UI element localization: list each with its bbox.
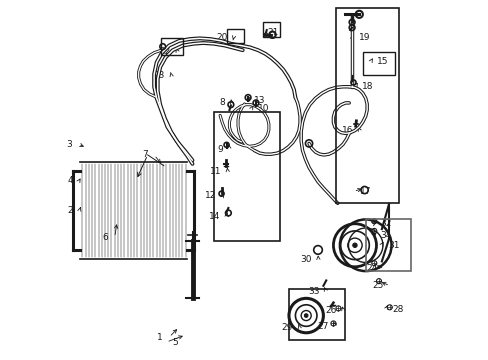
Text: 2: 2: [67, 206, 73, 215]
Text: 30: 30: [300, 255, 311, 264]
Bar: [161, 38, 183, 55]
Text: 1: 1: [157, 333, 163, 342]
Text: 5: 5: [172, 338, 178, 347]
Text: 26: 26: [325, 306, 336, 315]
Text: 21: 21: [267, 28, 279, 37]
Text: 7: 7: [142, 150, 147, 159]
Text: 4: 4: [67, 176, 73, 185]
Text: 24: 24: [366, 265, 377, 274]
Bar: [289, 289, 344, 339]
Text: 32: 32: [379, 219, 390, 228]
Text: 23: 23: [153, 71, 164, 80]
Text: 16: 16: [341, 126, 352, 135]
Text: 20: 20: [216, 33, 227, 42]
Bar: [214, 112, 280, 241]
Text: 31: 31: [387, 241, 399, 250]
Text: 29: 29: [281, 323, 292, 332]
Text: 15: 15: [376, 57, 388, 66]
Text: 18: 18: [362, 82, 373, 91]
Text: 17: 17: [359, 187, 371, 196]
Text: 28: 28: [391, 305, 403, 314]
Text: 9: 9: [217, 145, 223, 154]
Text: 27: 27: [317, 322, 328, 331]
Text: 22: 22: [160, 47, 171, 56]
Text: 14: 14: [208, 212, 220, 221]
Text: 11: 11: [209, 167, 221, 176]
Bar: [226, 30, 244, 43]
Text: 6: 6: [102, 233, 108, 242]
Circle shape: [304, 314, 307, 318]
Text: 12: 12: [205, 190, 216, 199]
Text: 33: 33: [307, 287, 319, 296]
Text: 10: 10: [258, 104, 269, 113]
Text: 3: 3: [66, 140, 72, 149]
Bar: [335, 8, 398, 203]
Circle shape: [352, 243, 356, 247]
Bar: [362, 52, 394, 75]
Text: 25: 25: [371, 281, 383, 290]
Bar: [366, 220, 410, 271]
Text: 13: 13: [254, 96, 265, 105]
Bar: [263, 22, 280, 37]
Text: 8: 8: [219, 98, 225, 107]
Text: 19: 19: [358, 33, 369, 42]
Text: 34: 34: [379, 231, 390, 240]
